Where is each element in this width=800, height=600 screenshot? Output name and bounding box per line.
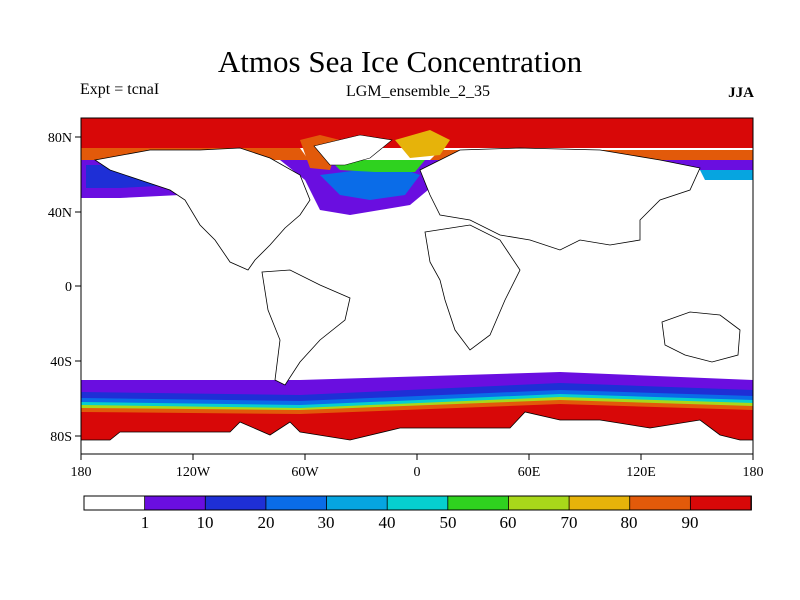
colorbar-label-10: 10 bbox=[197, 513, 214, 532]
colorbar-box-2 bbox=[204, 495, 267, 511]
x-tick-120w: 120W bbox=[176, 465, 211, 480]
colorbar-box-4 bbox=[326, 495, 389, 511]
continents bbox=[81, 147, 753, 441]
colorbar-label-70: 70 bbox=[561, 513, 578, 532]
colorbar-frame bbox=[83, 495, 752, 511]
colorbar-label-20: 20 bbox=[258, 513, 275, 532]
antarctica-coast bbox=[81, 411, 753, 441]
y-tick-0: 0 bbox=[65, 280, 72, 295]
colorbar-box-6 bbox=[447, 495, 510, 511]
colorbar-label-90: 90 bbox=[682, 513, 699, 532]
colorbar-label-60: 60 bbox=[500, 513, 517, 532]
colorbar-box-10 bbox=[689, 495, 752, 511]
colorbar-box-8 bbox=[568, 495, 631, 511]
x-tick-60e: 60E bbox=[518, 465, 541, 480]
north-america-landmass bbox=[93, 147, 311, 271]
colorbar-label-80: 80 bbox=[621, 513, 638, 532]
ensemble-label: LGM_ensemble_2_35 bbox=[346, 83, 490, 100]
eurasia-landmass bbox=[419, 147, 701, 251]
south-america-landmass bbox=[261, 269, 351, 386]
africa-landmass bbox=[424, 224, 521, 351]
y-tick-80n: 80N bbox=[48, 131, 72, 146]
colorbar-box-9 bbox=[629, 495, 692, 511]
plot-title: Atmos Sea Ice Concentration bbox=[217, 44, 583, 79]
x-tick-180w: 180 bbox=[71, 465, 92, 480]
x-tick-120e: 120E bbox=[626, 465, 656, 480]
y-tick-40n: 40N bbox=[48, 206, 72, 221]
experiment-label: Expt = tcnaI bbox=[80, 81, 160, 98]
colorbar-label-1: 1 bbox=[141, 513, 150, 532]
y-tick-40s: 40S bbox=[50, 355, 72, 370]
colorbar-label-40: 40 bbox=[379, 513, 396, 532]
colorbar-box-0 bbox=[83, 495, 146, 511]
y-tick-80s: 80S bbox=[50, 430, 72, 445]
colorbar-box-7 bbox=[508, 495, 570, 511]
x-tick-60w: 60W bbox=[291, 465, 319, 480]
australia-landmass bbox=[661, 311, 741, 363]
season-label: JJA bbox=[728, 85, 754, 101]
colorbar-label-30: 30 bbox=[318, 513, 335, 532]
colorbar-box-1 bbox=[144, 495, 207, 511]
colorbar-box-3 bbox=[265, 495, 328, 511]
colorbar bbox=[83, 495, 752, 511]
x-tick-0: 0 bbox=[414, 465, 421, 480]
x-tick-180e: 180 bbox=[743, 465, 764, 480]
colorbar-box-5 bbox=[386, 495, 449, 511]
colorbar-label-50: 50 bbox=[440, 513, 457, 532]
axis-ticks bbox=[75, 136, 754, 460]
